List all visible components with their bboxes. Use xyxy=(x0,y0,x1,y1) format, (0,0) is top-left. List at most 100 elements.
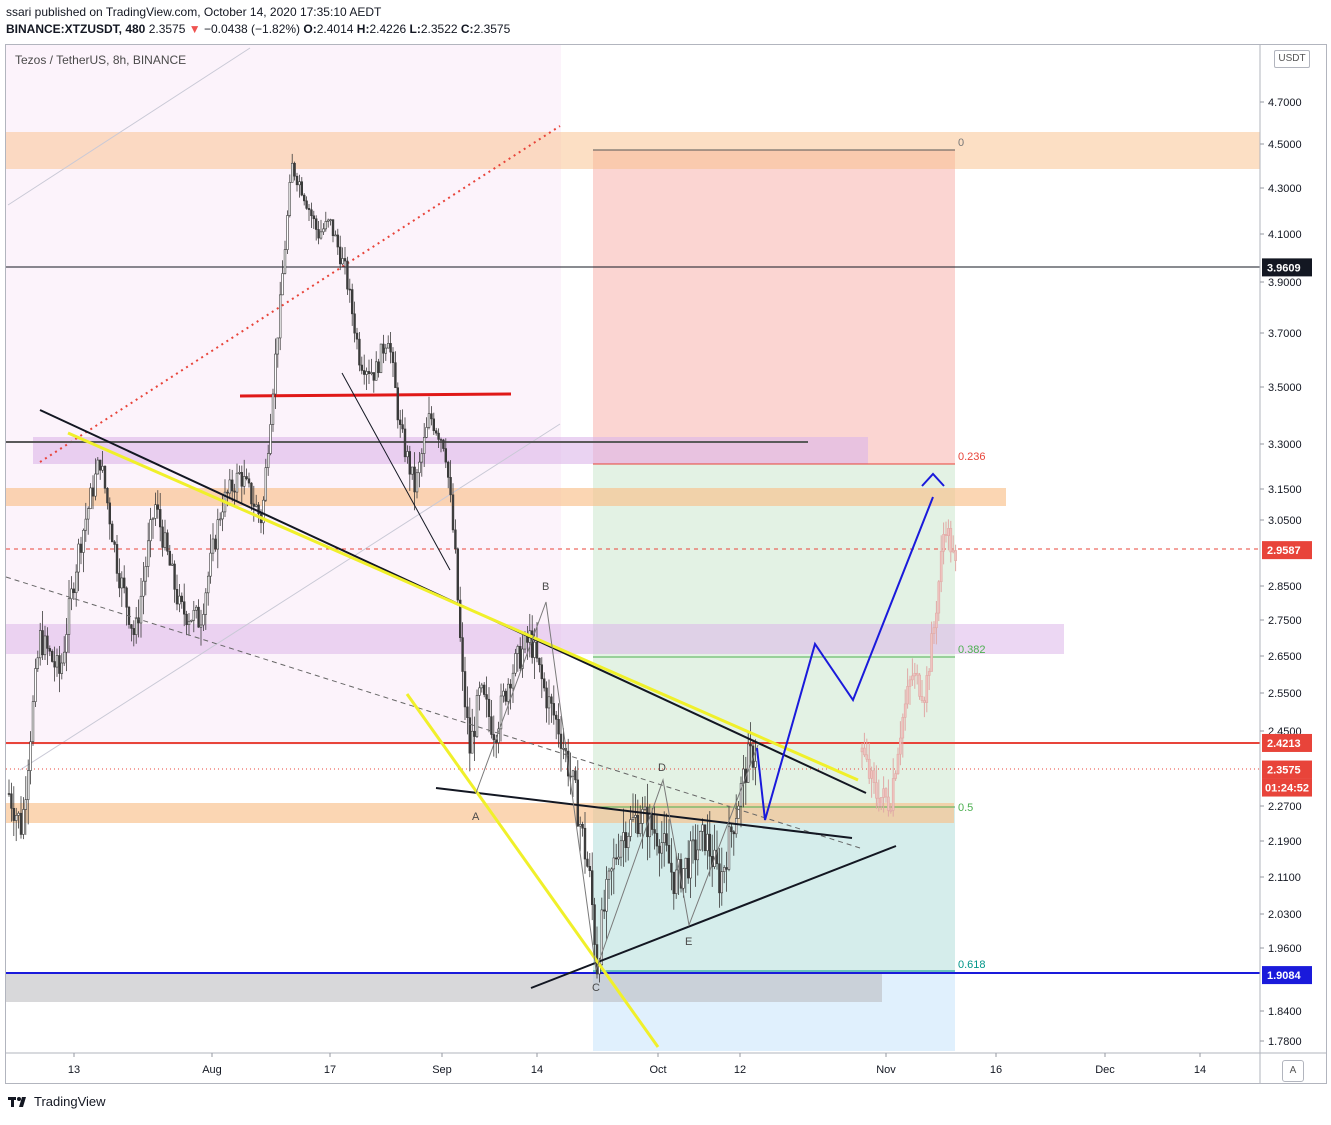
candle-body xyxy=(84,518,88,531)
candle-body xyxy=(55,655,59,668)
candle-body xyxy=(420,453,423,463)
projected-candle-body xyxy=(906,686,909,705)
candle-body xyxy=(641,809,644,824)
candle-body xyxy=(87,508,90,520)
candle-body xyxy=(629,819,632,837)
currency-button[interactable]: USDT xyxy=(1274,50,1310,68)
gray-zone xyxy=(6,974,882,1002)
candle-body xyxy=(331,219,335,237)
candle-body xyxy=(89,487,92,509)
projected-candle-body xyxy=(944,534,948,536)
candle-body xyxy=(137,617,140,624)
candle-body xyxy=(202,614,205,626)
candle-body xyxy=(144,566,147,582)
price-tick-label: 3.5000 xyxy=(1268,382,1302,394)
candle-body xyxy=(365,371,368,375)
candle-body xyxy=(149,519,152,542)
fib-label-0.5: 0.5 xyxy=(958,802,973,814)
candle-body xyxy=(17,812,20,816)
channel-mid-dotted xyxy=(39,125,561,463)
candle-body xyxy=(329,219,332,221)
candle-body xyxy=(739,783,743,807)
tradingview-logo-icon xyxy=(8,1095,30,1109)
candle-body xyxy=(413,466,416,493)
candle-body xyxy=(600,909,604,966)
candle-body xyxy=(485,694,488,700)
time-tick-label: 13 xyxy=(68,1064,80,1076)
candle-body xyxy=(749,743,752,747)
symbol-label[interactable]: BINANCE:XTZUSDT, 480 xyxy=(6,22,146,36)
time-tick-label: Aug xyxy=(202,1064,222,1076)
projected-candle-body xyxy=(860,747,864,753)
candle-body xyxy=(281,273,284,296)
pattern-label-e: E xyxy=(685,936,692,948)
candle-body xyxy=(586,858,589,867)
candle-body xyxy=(643,806,647,810)
projected-candle-body xyxy=(903,703,907,718)
price-labels: 3.9609 2.9587 2.4213 2.3575 1.9084 01:24:52 xyxy=(1262,258,1312,985)
candle-body xyxy=(255,504,258,507)
candle-body xyxy=(432,418,435,432)
candle-body xyxy=(665,833,668,846)
candle-body xyxy=(293,162,296,177)
candle-body xyxy=(204,592,207,615)
candle-body xyxy=(480,684,483,689)
candle-body xyxy=(396,387,399,421)
projected-candle-body xyxy=(932,627,936,634)
low-label: L: xyxy=(409,22,421,36)
candle-body xyxy=(715,849,719,865)
candle-body xyxy=(408,451,411,475)
price-label-box xyxy=(1262,966,1312,985)
candle-body xyxy=(430,413,433,420)
candle-body xyxy=(159,509,162,528)
candle-body xyxy=(180,595,183,603)
reward-box-lower xyxy=(593,807,955,973)
candle-body xyxy=(554,714,558,720)
price-tick-label: 2.6500 xyxy=(1268,651,1302,663)
candle-body xyxy=(113,541,116,545)
candle-body xyxy=(691,839,695,842)
candle-body xyxy=(590,870,594,906)
candle-body xyxy=(79,543,83,553)
channel-upper-line xyxy=(7,47,251,206)
candle-body xyxy=(658,845,661,854)
candle-body xyxy=(612,857,616,870)
candle-body xyxy=(384,347,387,354)
candle-body xyxy=(82,529,85,553)
candle-body xyxy=(732,831,736,835)
candle-body xyxy=(305,200,308,209)
candle-body xyxy=(386,343,390,349)
chart-frame[interactable] xyxy=(5,44,1327,1084)
candle-body xyxy=(636,814,640,834)
candle-body xyxy=(156,504,159,510)
candle-body xyxy=(334,234,337,237)
projected-candle-body xyxy=(939,550,943,583)
candle-body xyxy=(271,393,275,425)
projected-candle-body xyxy=(947,528,950,536)
candle-body xyxy=(670,862,673,873)
last-price: 2.3575 xyxy=(148,22,186,36)
candle-body xyxy=(262,499,265,524)
auto-scale-button[interactable]: A xyxy=(1282,1060,1304,1082)
candle-body xyxy=(379,343,383,373)
candle-body xyxy=(458,599,462,638)
price-tick-label: 1.7800 xyxy=(1268,1036,1302,1048)
candle-body xyxy=(197,606,200,628)
time-tick-label: 14 xyxy=(1194,1064,1206,1076)
candle-body xyxy=(708,833,712,857)
projected-candles xyxy=(860,519,957,817)
candle-body xyxy=(574,770,577,781)
candle-body xyxy=(478,687,481,696)
candle-body xyxy=(674,869,678,894)
candle-body xyxy=(362,370,366,375)
time-tick-label: Nov xyxy=(876,1064,896,1076)
candle-body xyxy=(283,249,287,274)
candle-body xyxy=(511,672,515,689)
candle-body xyxy=(350,289,354,315)
price-tick-label: 3.7000 xyxy=(1268,328,1302,340)
footer-brand[interactable]: TradingView xyxy=(34,1094,106,1109)
candle-body xyxy=(228,479,231,494)
price-tick-label: 3.9000 xyxy=(1268,277,1302,289)
